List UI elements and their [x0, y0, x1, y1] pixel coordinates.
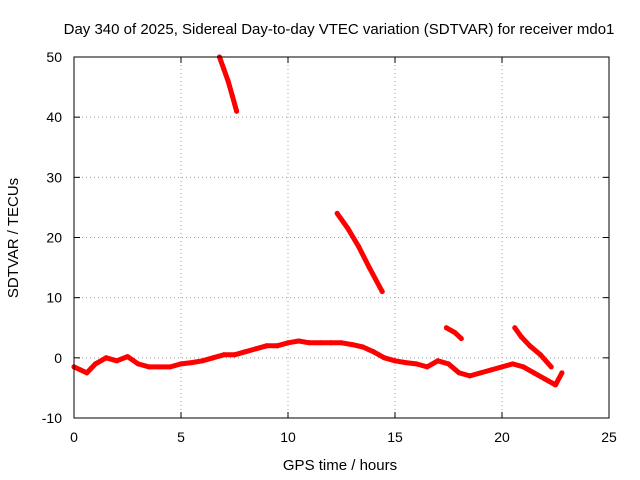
data-point [512, 325, 518, 331]
x-tick-label: 20 [494, 429, 510, 445]
data-point [199, 358, 205, 364]
data-point [92, 361, 98, 367]
x-tick-label: 15 [387, 429, 403, 445]
data-point [360, 344, 366, 350]
data-point [114, 358, 120, 364]
data-point [435, 358, 441, 364]
data-point [538, 352, 543, 358]
data-point [253, 346, 259, 352]
data-point [446, 361, 451, 367]
x-tick-label: 5 [177, 429, 185, 445]
y-tick-label: -10 [42, 410, 62, 426]
data-point [456, 370, 462, 376]
data-point [221, 66, 227, 72]
y-tick-label: 10 [46, 290, 62, 306]
x-axis-label: GPS time / hours [283, 457, 397, 474]
data-point [334, 210, 340, 216]
data-point [189, 360, 195, 366]
x-tick-label: 0 [70, 429, 78, 445]
y-tick-label: 20 [46, 230, 62, 246]
data-point [510, 361, 516, 367]
data-series [71, 54, 565, 388]
y-tick-label: 0 [54, 350, 62, 366]
data-point [157, 364, 163, 370]
data-point [520, 364, 526, 370]
data-point [349, 342, 355, 348]
data-point [381, 355, 387, 361]
data-point [366, 265, 372, 271]
axis-ticks: 0 5 10 15 20 25 -10 0 10 20 30 40 50 [42, 49, 617, 445]
y-tick-label: 30 [46, 169, 62, 185]
data-point [167, 364, 173, 370]
data-point [84, 370, 90, 376]
data-point [458, 336, 464, 342]
data-point [242, 349, 248, 355]
data-point [103, 355, 109, 361]
series-arc-4 [512, 325, 554, 370]
data-point [559, 370, 565, 376]
data-point [499, 364, 505, 370]
data-point [443, 325, 449, 331]
data-point [125, 354, 130, 360]
y-tick-label: 40 [46, 109, 62, 125]
data-point [274, 343, 280, 349]
y-axis-label: SDTVAR / TECUs [5, 178, 22, 298]
data-point [548, 364, 554, 370]
data-point [306, 340, 312, 346]
data-point [328, 340, 334, 346]
data-point [518, 334, 524, 340]
data-point [527, 343, 533, 349]
data-point [135, 361, 141, 367]
data-point [225, 78, 231, 84]
data-point [345, 226, 351, 231]
data-point [285, 340, 291, 346]
data-point [488, 367, 494, 373]
data-point [467, 373, 473, 379]
data-point [531, 370, 537, 376]
grid [74, 57, 609, 418]
data-point [317, 340, 323, 346]
data-point [403, 360, 409, 366]
data-point [296, 338, 302, 344]
data-point [371, 349, 377, 355]
data-point [392, 358, 398, 364]
data-point [234, 108, 240, 114]
data-point [210, 355, 216, 361]
series-arc-1 [217, 54, 240, 114]
y-tick-label: 50 [46, 49, 62, 65]
x-tick-label: 25 [601, 429, 617, 445]
data-point [356, 244, 362, 249]
data-point [452, 330, 458, 336]
x-tick-label: 10 [280, 429, 296, 445]
data-point [178, 361, 184, 367]
series-arc-2 [334, 210, 385, 295]
data-point [424, 364, 430, 370]
data-point [542, 376, 548, 382]
data-point [413, 361, 419, 367]
data-point [553, 382, 558, 388]
series-main-band [71, 338, 565, 388]
data-point [232, 352, 237, 358]
data-point [146, 364, 152, 370]
data-point [221, 352, 227, 358]
data-point [229, 93, 235, 99]
data-point [379, 289, 385, 295]
data-point [264, 343, 270, 349]
chart-title: Day 340 of 2025, Sidereal Day-to-day VTE… [64, 21, 615, 38]
data-point [77, 367, 83, 373]
data-point [339, 340, 344, 346]
data-point [478, 370, 484, 376]
